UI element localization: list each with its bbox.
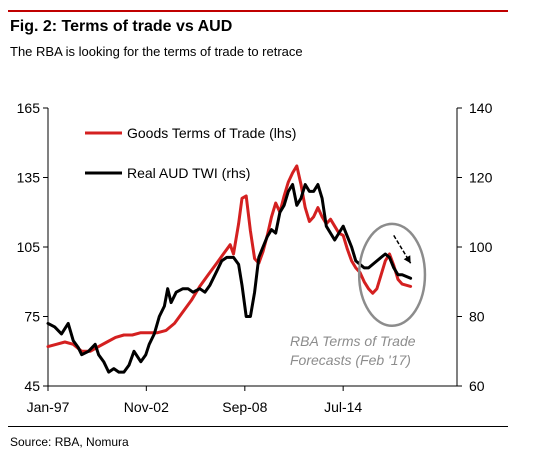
y-left-tick-label: 135 — [17, 170, 41, 186]
y-left-tick-label: 165 — [17, 100, 41, 116]
goods-terms-of-trade-line — [46, 164, 413, 353]
footer-rule — [8, 426, 508, 427]
x-tick-label: Jan-97 — [27, 399, 70, 415]
y-right-tick-label: 120 — [469, 170, 493, 186]
series-lines — [46, 164, 413, 374]
y-right-tick-label: 60 — [469, 378, 485, 394]
y-right-tick-label: 140 — [469, 100, 493, 116]
y-right-tick-label: 80 — [469, 309, 485, 325]
forecast-annotation-text: Forecasts (Feb '17) — [290, 352, 411, 368]
y-left-tick-label: 105 — [17, 239, 41, 255]
legend: Goods Terms of Trade (lhs) Real AUD TWI (… — [85, 125, 296, 181]
forecast-highlight-circle — [357, 222, 427, 328]
chart-subtitle: The RBA is looking for the terms of trad… — [10, 44, 303, 59]
forecast-annotation-text: RBA Terms of Trade — [290, 333, 416, 349]
y-left-tick-label: 75 — [24, 309, 40, 325]
legend-label-goods-terms-of-trade: Goods Terms of Trade (lhs) — [127, 125, 296, 141]
forecast-arrow-head — [403, 255, 411, 264]
forecast-annotation: RBA Terms of Trade Forecasts (Feb '17) — [290, 222, 427, 368]
x-tick-label: Jul-14 — [324, 399, 362, 415]
y-right-tick-label: 100 — [469, 239, 493, 255]
axes: 45 75 105 135 165 60 80 100 120 140 Jan-97 Nov-02 Se… — [17, 100, 493, 415]
title-rule — [8, 10, 508, 12]
x-tick-label: Nov-02 — [124, 399, 169, 415]
source-note: Source: RBA, Nomura — [10, 435, 129, 449]
real-aud-twi-line — [46, 183, 413, 374]
y-left-tick-label: 45 — [24, 378, 40, 394]
chart-title: Fig. 2: Terms of trade vs AUD — [10, 18, 233, 35]
x-tick-label: Sep-08 — [222, 399, 267, 415]
legend-label-real-aud-twi: Real AUD TWI (rhs) — [127, 165, 250, 181]
